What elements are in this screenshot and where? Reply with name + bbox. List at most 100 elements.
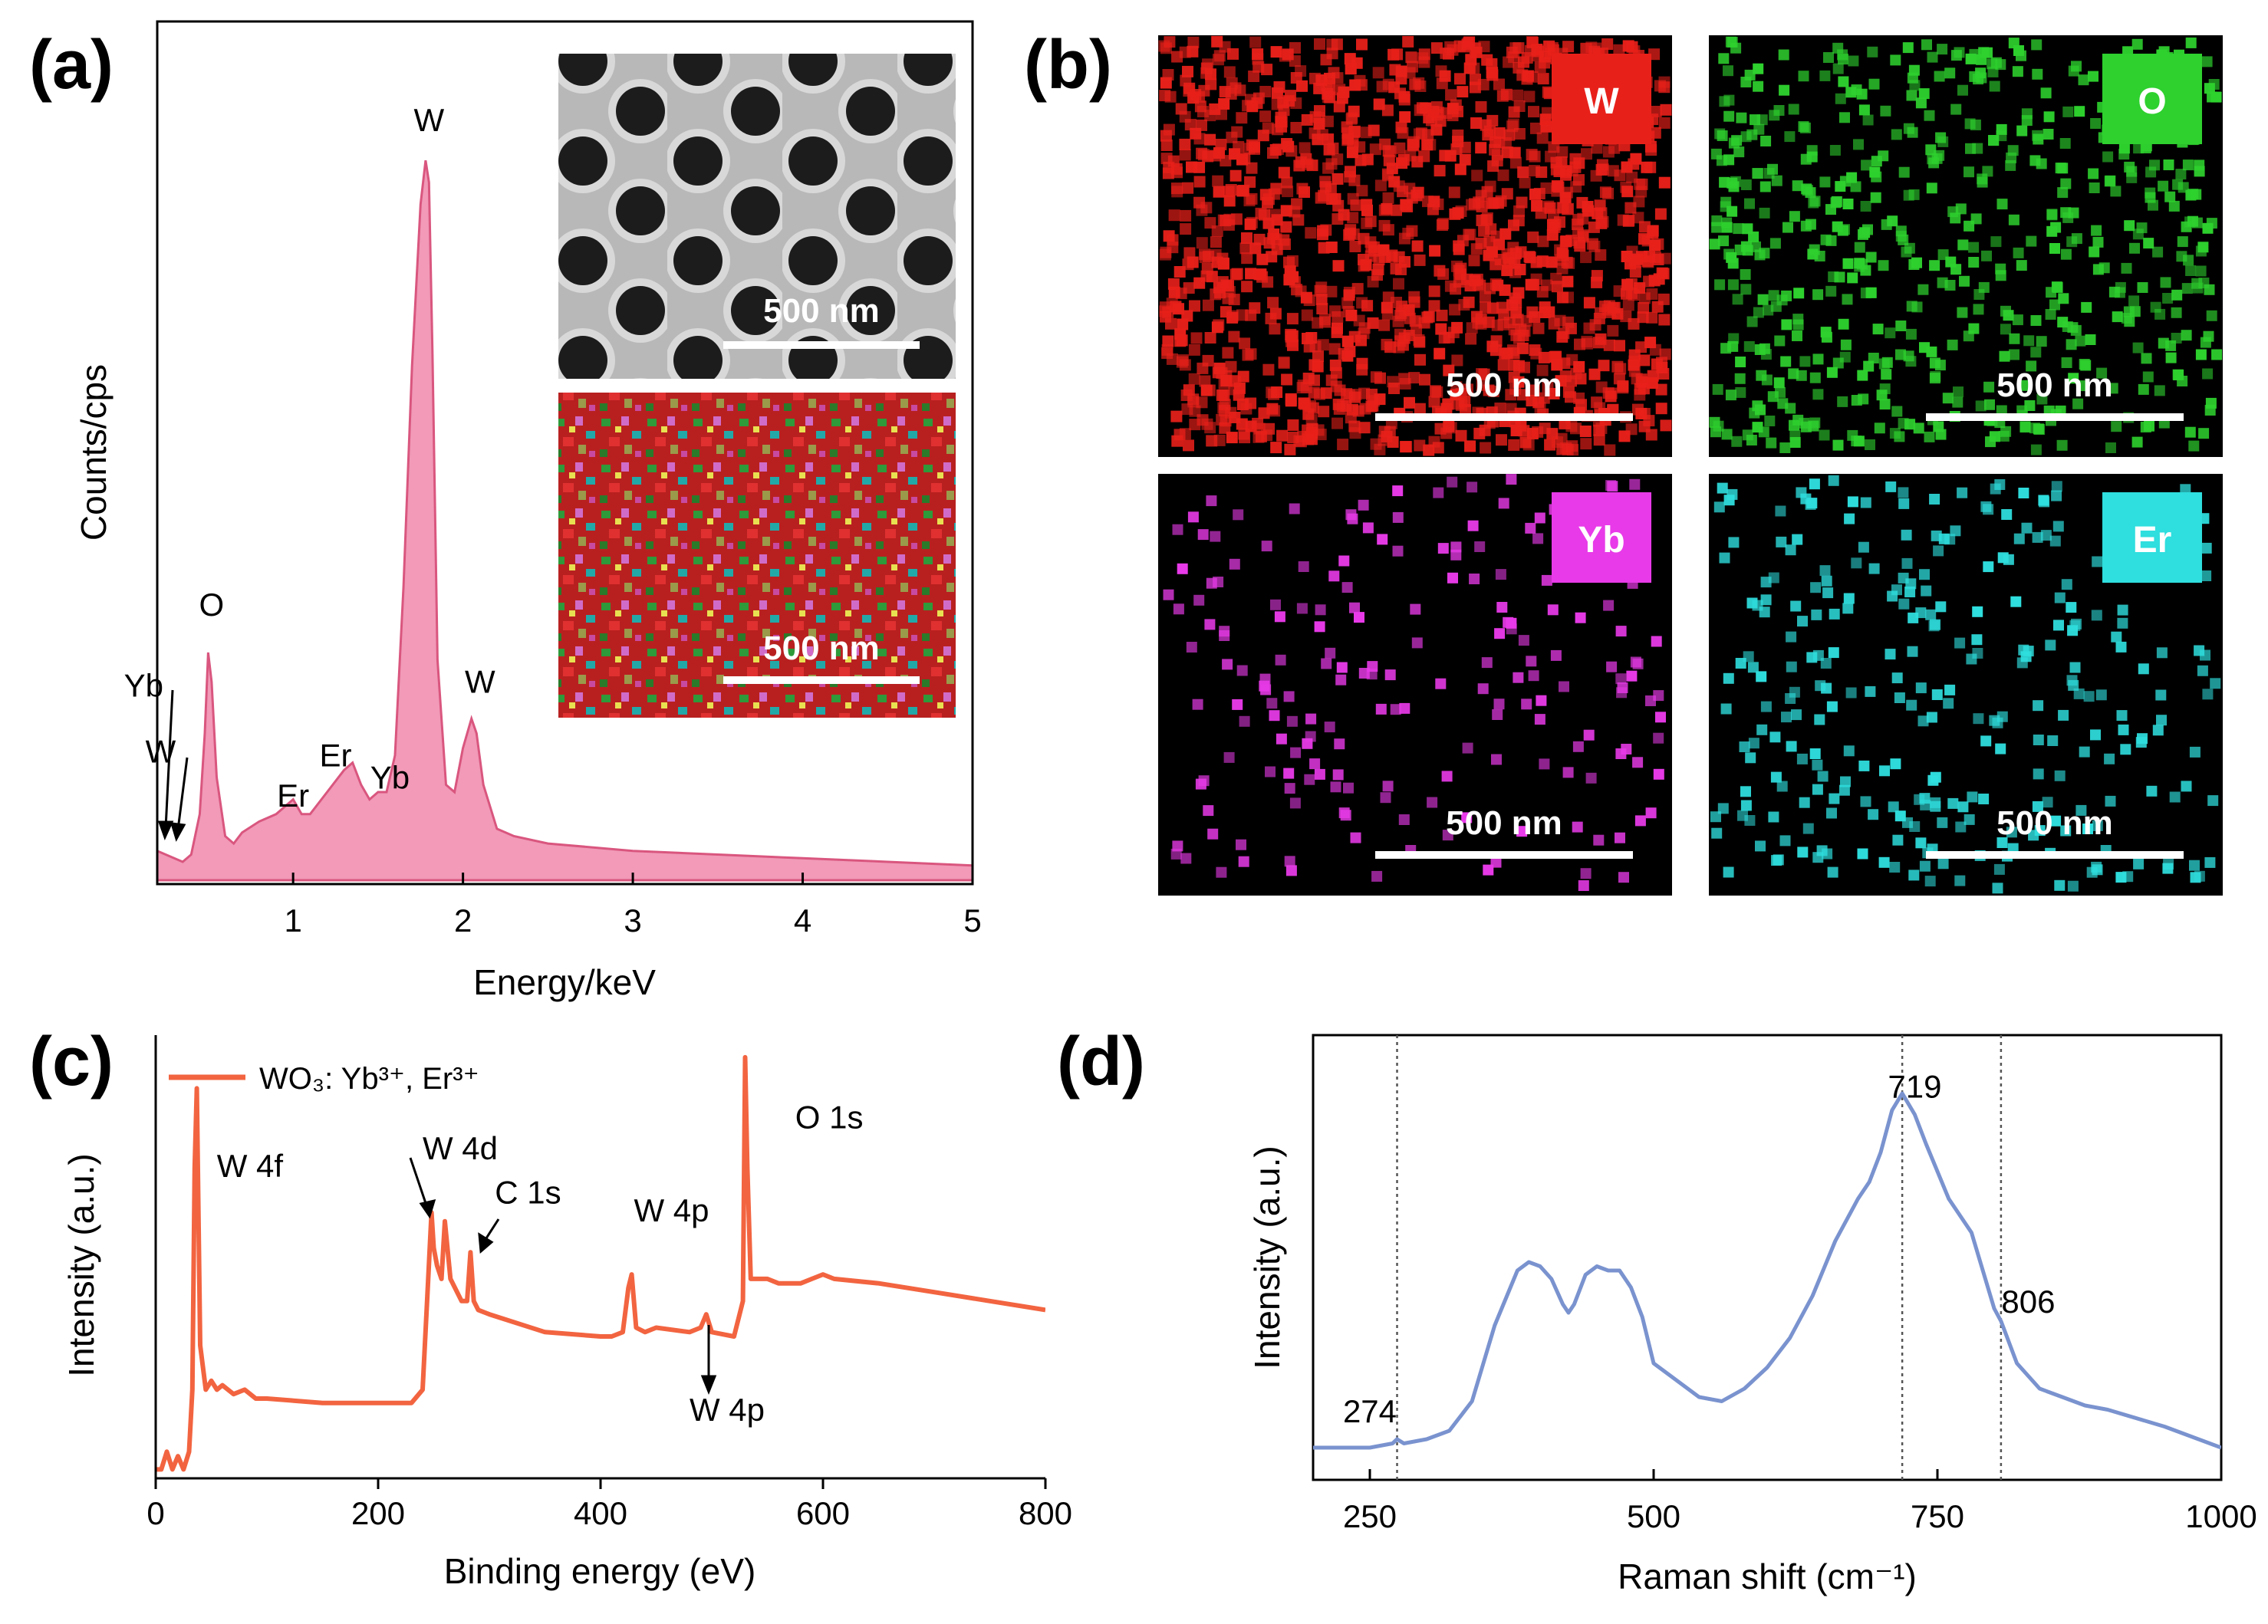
eds-x-tick-label: 2 xyxy=(454,902,472,939)
map-signal-dot xyxy=(1381,202,1393,215)
map-signal-dot xyxy=(1608,142,1621,154)
map-signal-dot xyxy=(1973,289,1985,300)
map-signal-dot xyxy=(1781,319,1792,330)
map-signal-dot xyxy=(1193,277,1206,289)
panel-label-c: (c) xyxy=(29,1024,114,1100)
map-signal-dot xyxy=(2066,339,2077,350)
map-signal-dot xyxy=(1927,774,1939,786)
map-signal-dot xyxy=(1550,272,1562,284)
map-signal-dot xyxy=(2152,246,2164,258)
map-signal-dot xyxy=(2211,349,2223,360)
map-signal-dot xyxy=(1203,805,1214,817)
map-signal-dot xyxy=(1542,86,1554,98)
map-signal-dot xyxy=(2062,106,2074,117)
map-signal-dot xyxy=(1559,357,1571,370)
sem-scale-bar xyxy=(723,341,920,349)
map-signal-dot xyxy=(1414,439,1426,452)
map-signal-dot xyxy=(1556,146,1569,158)
map-signal-dot xyxy=(1222,347,1234,359)
map-signal-dot xyxy=(2032,68,2043,80)
map-w-scale-label: 500 nm xyxy=(1446,367,1562,404)
map-signal-dot xyxy=(1233,389,1245,401)
map-signal-dot xyxy=(1854,261,1865,272)
map-signal-dot xyxy=(1338,209,1350,221)
map-signal-dot xyxy=(2102,151,2114,163)
map-signal-dot xyxy=(1392,485,1404,497)
map-signal-dot xyxy=(2207,91,2218,103)
map-signal-dot xyxy=(1470,117,1483,129)
map-signal-dot xyxy=(1837,396,1848,407)
map-signal-dot xyxy=(2111,631,2122,643)
map-signal-dot xyxy=(1819,176,1831,188)
map-signal-dot xyxy=(1589,319,1601,331)
map-signal-dot xyxy=(1541,574,1552,586)
map-signal-dot xyxy=(1190,332,1203,344)
map-signal-dot xyxy=(1305,731,1316,742)
map-signal-dot xyxy=(1526,36,1538,48)
map-signal-dot xyxy=(1526,656,1537,667)
map-signal-dot xyxy=(1810,582,1822,593)
map-signal-dot xyxy=(1595,307,1606,319)
map-signal-dot xyxy=(2013,247,2024,258)
sem-inset: 500 nm xyxy=(558,54,956,379)
map-signal-dot xyxy=(2140,143,2151,153)
eds-peak-label: Yb xyxy=(124,668,163,704)
map-signal-dot xyxy=(1414,353,1426,366)
map-signal-dot xyxy=(1895,231,1907,242)
map-signal-dot xyxy=(2150,301,2161,313)
map-signal-dot xyxy=(1889,862,1901,873)
map-signal-dot xyxy=(1653,768,1664,780)
map-signal-dot xyxy=(1798,71,1809,82)
map-signal-dot xyxy=(1593,424,1605,436)
map-signal-dot xyxy=(1193,176,1206,188)
raman-peak-label: 806 xyxy=(2001,1284,2055,1320)
map-signal-dot xyxy=(1760,594,1772,606)
map-signal-dot xyxy=(1539,113,1552,126)
map-signal-dot xyxy=(1566,165,1578,177)
map-signal-dot xyxy=(2200,649,2210,661)
map-signal-dot xyxy=(1649,239,1661,251)
map-signal-dot xyxy=(1549,221,1561,233)
map-signal-dot xyxy=(1929,260,1940,271)
map-signal-dot xyxy=(1394,142,1406,154)
map-signal-dot xyxy=(1563,257,1575,269)
map-signal-dot xyxy=(1539,758,1550,770)
map-signal-dot xyxy=(1282,186,1294,198)
map-signal-dot xyxy=(1756,671,1767,682)
map-signal-dot xyxy=(2054,770,2066,781)
map-signal-dot xyxy=(1552,181,1565,193)
map-signal-dot xyxy=(1246,192,1258,205)
map-signal-dot xyxy=(1501,265,1513,277)
map-signal-dot xyxy=(2080,360,2092,371)
map-signal-dot xyxy=(2036,393,2048,405)
map-signal-dot xyxy=(1973,304,1984,315)
map-signal-dot xyxy=(1490,136,1502,148)
map-signal-dot xyxy=(1931,689,1943,700)
map-signal-dot xyxy=(1269,323,1281,335)
map-signal-dot xyxy=(1805,498,1816,510)
map-signal-dot xyxy=(1806,151,1818,163)
map-signal-dot xyxy=(1326,48,1338,60)
map-signal-dot xyxy=(1720,343,1732,354)
map-signal-dot xyxy=(1740,131,1752,143)
eds-peak-label: Er xyxy=(277,777,309,814)
map-signal-dot xyxy=(2118,724,2129,735)
map-signal-dot xyxy=(1758,426,1769,438)
map-signal-dot xyxy=(1399,111,1411,123)
map-signal-dot xyxy=(2171,307,2182,318)
map-signal-dot xyxy=(1918,88,1930,100)
map-signal-dot xyxy=(1797,616,1808,627)
map-signal-dot xyxy=(1163,230,1175,242)
map-signal-dot xyxy=(1743,651,1754,662)
map-signal-dot xyxy=(1322,162,1335,174)
map-signal-dot xyxy=(1430,42,1443,54)
map-signal-dot xyxy=(2023,646,2034,657)
map-signal-dot xyxy=(1573,174,1585,186)
map-signal-dot xyxy=(1938,533,1950,544)
map-signal-dot xyxy=(2023,335,2035,347)
map-signal-dot xyxy=(1819,565,1831,577)
map-signal-dot xyxy=(1735,386,1746,398)
map-signal-dot xyxy=(1483,864,1494,876)
map-signal-dot xyxy=(1210,288,1222,301)
map-signal-dot xyxy=(1562,386,1575,398)
